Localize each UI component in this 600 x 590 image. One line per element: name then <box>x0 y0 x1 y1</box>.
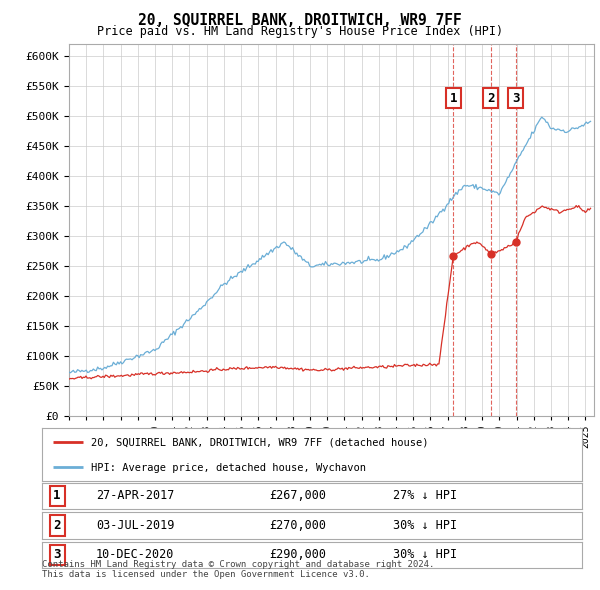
Text: Contains HM Land Registry data © Crown copyright and database right 2024.
This d: Contains HM Land Registry data © Crown c… <box>42 560 434 579</box>
Text: 30% ↓ HPI: 30% ↓ HPI <box>393 519 457 532</box>
Text: 3: 3 <box>53 548 61 562</box>
Text: 1: 1 <box>53 489 61 503</box>
Text: £290,000: £290,000 <box>269 548 326 562</box>
Text: 03-JUL-2019: 03-JUL-2019 <box>96 519 175 532</box>
Text: £267,000: £267,000 <box>269 489 326 503</box>
Text: 30% ↓ HPI: 30% ↓ HPI <box>393 548 457 562</box>
Text: Price paid vs. HM Land Registry's House Price Index (HPI): Price paid vs. HM Land Registry's House … <box>97 25 503 38</box>
Text: 2: 2 <box>53 519 61 532</box>
Text: 3: 3 <box>512 91 519 104</box>
Text: HPI: Average price, detached house, Wychavon: HPI: Average price, detached house, Wych… <box>91 463 365 473</box>
Text: 20, SQUIRREL BANK, DROITWICH, WR9 7FF: 20, SQUIRREL BANK, DROITWICH, WR9 7FF <box>138 13 462 28</box>
Text: 27% ↓ HPI: 27% ↓ HPI <box>393 489 457 503</box>
Text: 1: 1 <box>449 91 457 104</box>
Text: 2: 2 <box>487 91 494 104</box>
Text: 27-APR-2017: 27-APR-2017 <box>96 489 175 503</box>
Text: 20, SQUIRREL BANK, DROITWICH, WR9 7FF (detached house): 20, SQUIRREL BANK, DROITWICH, WR9 7FF (d… <box>91 438 428 448</box>
Text: £270,000: £270,000 <box>269 519 326 532</box>
Text: 10-DEC-2020: 10-DEC-2020 <box>96 548 175 562</box>
